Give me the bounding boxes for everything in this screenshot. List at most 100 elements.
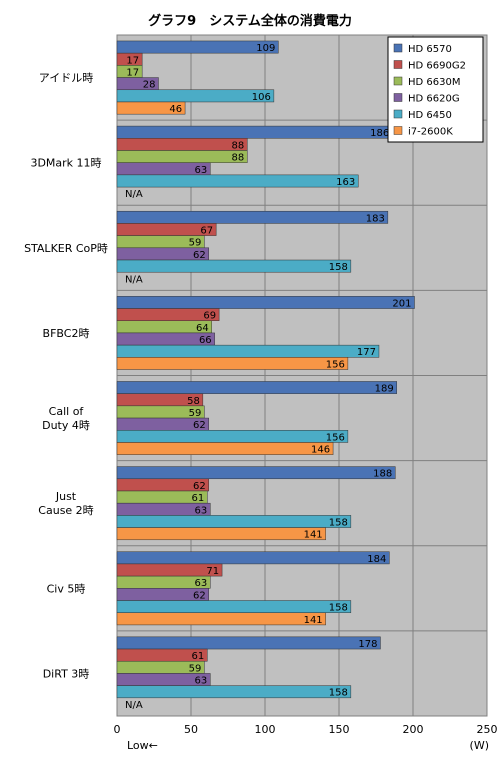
bar <box>116 344 380 358</box>
direction-label: Low← <box>127 739 158 752</box>
data-label: 69 <box>203 311 216 322</box>
data-label: 88 <box>232 153 245 164</box>
bar <box>116 357 349 370</box>
bar <box>116 296 415 309</box>
bar <box>116 174 359 188</box>
data-label: 201 <box>392 298 411 309</box>
data-label: 63 <box>195 676 208 687</box>
legend-swatch <box>393 93 403 102</box>
legend-entry: HD 6620G <box>408 94 460 105</box>
data-label: 62 <box>193 481 206 492</box>
data-label: 156 <box>326 432 345 443</box>
bar <box>116 685 352 699</box>
x-tick-label: 100 <box>255 723 276 736</box>
data-label: 71 <box>206 566 219 577</box>
chart-title: グラフ9 システム全体の消費電力 <box>148 14 352 29</box>
data-label: 63 <box>195 505 208 516</box>
data-label: 183 <box>366 213 385 224</box>
bar <box>116 466 396 480</box>
category-label: DiRT 3時 <box>43 667 90 680</box>
category-label: Civ 5時 <box>47 582 86 595</box>
data-label: 64 <box>196 323 209 334</box>
data-label: 63 <box>195 578 208 589</box>
category-label: Call of <box>49 405 85 418</box>
legend-swatch <box>393 126 403 135</box>
bar <box>116 259 352 273</box>
legend-entry: HD 6630M <box>408 77 460 88</box>
data-label: 158 <box>329 688 348 699</box>
category-label: Duty 4時 <box>42 419 90 432</box>
data-label: 146 <box>311 445 330 456</box>
legend-entry: HD 6690G2 <box>408 61 466 72</box>
data-label: 184 <box>367 554 386 565</box>
bar <box>116 125 393 139</box>
data-label: 62 <box>193 590 206 601</box>
na-label: N/A <box>125 189 143 200</box>
legend <box>387 36 484 143</box>
legend-swatch <box>393 109 403 119</box>
data-label: 58 <box>187 396 200 407</box>
category-label: Cause 2時 <box>38 504 93 517</box>
x-tick-label: 250 <box>477 723 498 736</box>
legend-swatch <box>393 60 403 69</box>
data-label: 178 <box>358 639 377 650</box>
data-label: 158 <box>329 517 348 528</box>
data-label: 59 <box>189 238 202 249</box>
data-label: 63 <box>195 165 208 176</box>
x-tick-label: 150 <box>329 723 350 736</box>
data-label: 141 <box>304 530 323 541</box>
bar <box>116 89 275 103</box>
category-label: Just <box>55 490 77 503</box>
data-label: 59 <box>189 408 202 419</box>
data-label: 189 <box>375 384 394 395</box>
legend-entry: HD 6450 <box>408 110 452 121</box>
data-label: 61 <box>192 651 205 662</box>
data-label: 158 <box>329 603 348 614</box>
x-tick-label: 0 <box>114 723 121 736</box>
x-tick-label: 200 <box>403 723 424 736</box>
bar <box>116 210 389 224</box>
data-label: 17 <box>126 67 139 78</box>
data-label: 109 <box>256 43 275 54</box>
data-label: 141 <box>304 615 323 626</box>
bar <box>116 101 186 115</box>
category-label: BFBC2時 <box>43 327 90 340</box>
bar <box>116 150 248 163</box>
data-label: 17 <box>126 55 139 66</box>
category-label: STALKER CoP時 <box>24 242 108 255</box>
data-label: 186 <box>370 128 389 139</box>
category-label: 3DMark 11時 <box>30 157 101 170</box>
bar <box>116 381 397 394</box>
bar <box>116 430 349 443</box>
legend-entry: HD 6570 <box>408 44 452 55</box>
unit-label: (W) <box>470 739 489 752</box>
data-label: 188 <box>373 469 392 480</box>
legend-swatch <box>393 76 403 86</box>
legend-swatch <box>393 43 403 53</box>
bar <box>116 551 390 565</box>
na-label: N/A <box>125 700 143 711</box>
data-label: 61 <box>192 493 205 504</box>
data-label: 62 <box>193 250 206 261</box>
bar <box>116 612 326 626</box>
data-label: 156 <box>326 359 345 370</box>
legend-entry: i7-2600K <box>408 127 453 138</box>
data-label: 163 <box>336 177 355 188</box>
bar <box>116 515 352 528</box>
data-label: 88 <box>232 140 245 151</box>
bar <box>116 442 334 455</box>
category-label: アイドル時 <box>39 72 93 85</box>
data-label: 46 <box>169 104 182 115</box>
data-label: 66 <box>199 335 212 346</box>
bar <box>116 636 381 650</box>
bar <box>116 527 326 541</box>
data-label: 67 <box>200 226 213 237</box>
na-label: N/A <box>125 274 143 285</box>
data-label: 177 <box>357 347 376 358</box>
data-label: 158 <box>329 262 348 273</box>
bar <box>116 138 248 151</box>
bar <box>116 600 352 613</box>
data-label: 28 <box>143 80 156 91</box>
bar <box>116 40 279 54</box>
